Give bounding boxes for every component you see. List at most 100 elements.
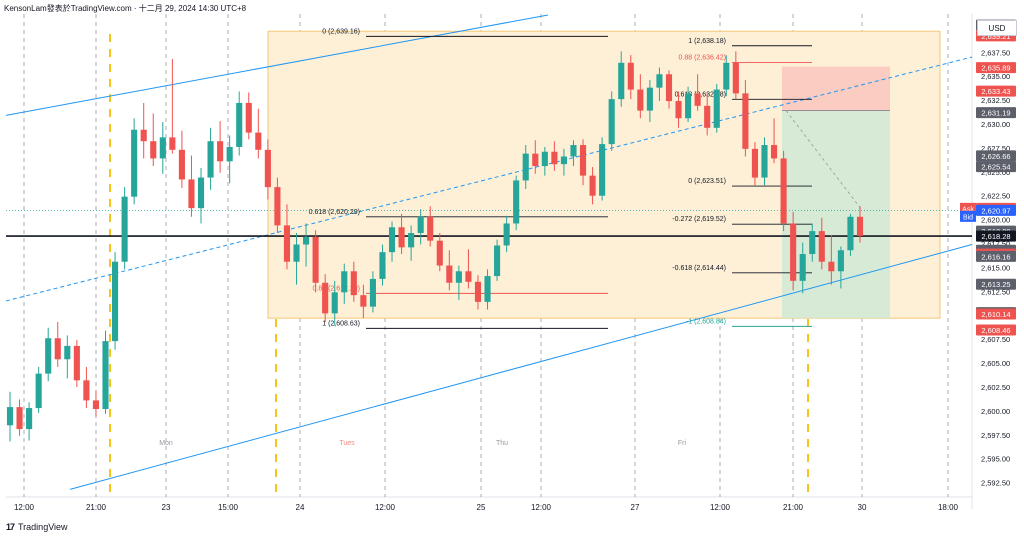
candle-body bbox=[26, 408, 33, 430]
channel-upper-line bbox=[5, 14, 549, 116]
candle-body bbox=[809, 231, 816, 255]
price-tick-label: 2,612.50 bbox=[981, 287, 1010, 296]
candle-body bbox=[140, 129, 147, 142]
candle-body bbox=[627, 62, 634, 90]
price-label-text: 2,626.66 bbox=[981, 152, 1010, 161]
fib-level-label: 0 (2,623.51) bbox=[688, 178, 726, 185]
candle-body bbox=[408, 233, 415, 248]
price-tick-label: 2,592.50 bbox=[981, 479, 1010, 488]
candle-body bbox=[169, 137, 176, 150]
candle-body bbox=[312, 236, 319, 283]
candle-body bbox=[847, 216, 854, 251]
candle-body bbox=[818, 231, 825, 262]
price-tick-label: 2,600.00 bbox=[981, 407, 1010, 416]
candle-body bbox=[751, 148, 758, 178]
brand-logo: 17 TradingView bbox=[6, 522, 68, 532]
price-tick-label: 2,607.50 bbox=[981, 335, 1010, 344]
candle-body bbox=[474, 281, 482, 302]
price-tick-label: 2,602.50 bbox=[981, 383, 1010, 392]
candle-body bbox=[131, 129, 138, 197]
candle-body bbox=[245, 102, 252, 133]
candle-body bbox=[560, 156, 567, 165]
fib-level-label: 0.88 (2,612.29) bbox=[313, 285, 360, 292]
price-tick-label: 2,617.50 bbox=[981, 240, 1010, 249]
price-label-text: 2,608.46 bbox=[981, 326, 1010, 335]
candle-body bbox=[417, 216, 424, 234]
candle-body bbox=[799, 254, 806, 281]
candle-body bbox=[513, 180, 520, 224]
candle-body bbox=[532, 153, 539, 167]
candle-body bbox=[264, 149, 271, 188]
candle-body bbox=[599, 144, 606, 196]
candle-body bbox=[255, 132, 262, 150]
candle-body bbox=[236, 102, 243, 147]
day-label: Thu bbox=[496, 440, 508, 447]
candle-body bbox=[341, 271, 348, 293]
bid-tag bbox=[960, 210, 976, 222]
time-tick-label: 12:00 bbox=[710, 503, 731, 512]
stop-loss-zone bbox=[782, 66, 890, 111]
price-label-badge bbox=[976, 62, 1016, 74]
candle-body bbox=[837, 250, 844, 272]
candle-body bbox=[704, 105, 711, 128]
take-profit-zone bbox=[782, 110, 890, 319]
price-tick-label: 2,622.50 bbox=[981, 192, 1010, 201]
candle-body bbox=[713, 89, 720, 128]
price-label-text: 2,613.25 bbox=[981, 280, 1010, 289]
time-tick-label: 23 bbox=[162, 503, 171, 512]
candle-body bbox=[207, 141, 214, 178]
price-label-badge bbox=[976, 324, 1016, 336]
candle-body bbox=[828, 261, 835, 272]
price-label-text: 2,620.97 bbox=[981, 206, 1010, 215]
time-tick-label: 27 bbox=[631, 503, 640, 512]
candle-body bbox=[427, 216, 434, 241]
candle-body bbox=[436, 240, 443, 266]
candle-body bbox=[217, 141, 224, 162]
price-tick-label: 2,625.00 bbox=[981, 168, 1010, 177]
price-tick-label: 2,620.00 bbox=[981, 216, 1010, 225]
candle-body bbox=[369, 278, 376, 307]
currency-selector[interactable]: USD bbox=[977, 20, 1017, 36]
fib-level-label: 1 (2,638.18) bbox=[688, 38, 726, 45]
candle-body bbox=[665, 74, 673, 102]
channel-mid-line bbox=[5, 56, 973, 302]
candle-body bbox=[742, 93, 749, 149]
price-label-text: 2,618.28 bbox=[981, 232, 1010, 241]
price-tick-label: 2,627.50 bbox=[981, 144, 1010, 153]
candle-body bbox=[570, 145, 577, 157]
candle-body bbox=[388, 227, 396, 253]
price-label-text: 2,639.21 bbox=[981, 32, 1010, 41]
bid-tag-label: Bid bbox=[963, 214, 973, 221]
fib-level-label: 0.618 (2,620.29) bbox=[309, 209, 360, 216]
publish-timestamp: 十二月 29, 2024 14:30 UTC+8 bbox=[138, 4, 247, 13]
candle-body bbox=[64, 345, 71, 360]
candle-body bbox=[350, 271, 357, 296]
candle-body bbox=[331, 292, 338, 314]
price-label-text: 2,616.16 bbox=[981, 252, 1010, 261]
candle-body bbox=[398, 227, 405, 248]
price-tick-label: 2,595.00 bbox=[981, 455, 1010, 464]
time-tick-label: 30 bbox=[858, 503, 867, 512]
candle-body bbox=[178, 149, 185, 180]
price-label-badge bbox=[976, 230, 1016, 242]
time-tick-label: 12:00 bbox=[531, 503, 552, 512]
candle-body bbox=[6, 407, 14, 426]
candle-body bbox=[656, 74, 663, 88]
candle-body bbox=[618, 62, 625, 100]
candle-body bbox=[685, 93, 692, 119]
candle-body bbox=[293, 244, 300, 262]
candle-body bbox=[541, 151, 548, 167]
time-tick-label: 15:00 bbox=[218, 503, 239, 512]
candle-body bbox=[73, 345, 80, 381]
candle-body bbox=[637, 89, 644, 111]
ask-tag bbox=[960, 202, 976, 214]
candle-body bbox=[494, 245, 501, 277]
projection-line bbox=[785, 110, 863, 211]
day-label: Mon bbox=[159, 440, 173, 447]
price-tick-label: 2,605.00 bbox=[981, 359, 1010, 368]
candle-body bbox=[780, 158, 787, 224]
price-label-badge bbox=[976, 107, 1016, 119]
price-tick-label: 2,630.00 bbox=[981, 120, 1010, 129]
candle-body bbox=[150, 141, 157, 159]
